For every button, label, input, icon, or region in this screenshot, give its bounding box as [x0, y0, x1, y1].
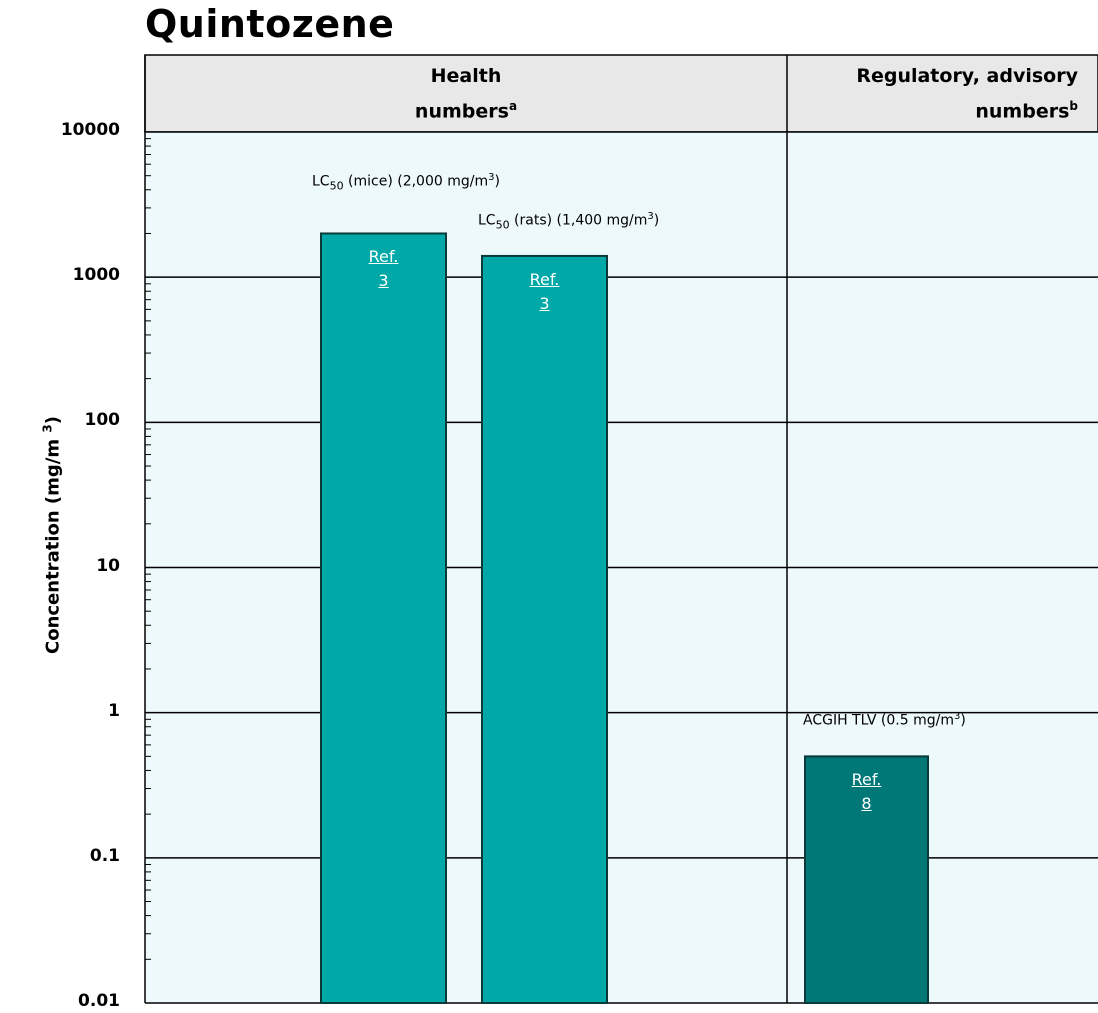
- y-tick-label: 0.1: [89, 845, 120, 866]
- group-header-word: numbers: [414, 100, 509, 123]
- bar-label-close: ): [653, 212, 660, 229]
- group-header-label: Health numbersa: [145, 61, 787, 126]
- bar-reference-number[interactable]: 3: [378, 271, 389, 291]
- bar-label-text: (0.5 mg/m: [876, 713, 954, 730]
- header-band: [144, 54, 1098, 133]
- bar: [481, 254, 608, 1005]
- group-header-line1: Health: [430, 65, 502, 87]
- bar-label-prefix: LC: [478, 212, 496, 229]
- bar: [320, 232, 447, 1004]
- bar-label-superscript: 3: [953, 711, 961, 723]
- group-header-label: Regulatory, advisory numbersb: [807, 61, 1078, 126]
- group-header-superscript: a: [508, 99, 518, 113]
- group-header-superscript: b: [1069, 99, 1078, 113]
- bar-reference-text[interactable]: Ref.: [529, 269, 560, 289]
- bar-label-prefix: LC: [312, 174, 330, 191]
- y-axis-label-text: Concentration (mg/m: [42, 432, 64, 654]
- bar-reference-link[interactable]: Ref. 3: [482, 268, 607, 316]
- bar-reference-text[interactable]: Ref.: [368, 247, 399, 267]
- bar-reference-number[interactable]: 3: [539, 293, 550, 313]
- bar-label: ACGIH TLV (0.5 mg/m3): [803, 711, 966, 729]
- bar-label-prefix: ACGIH TLV: [803, 713, 877, 730]
- bar-label-background: [306, 182, 541, 205]
- bar-label-text: (rats) (1,400 mg/m: [509, 212, 648, 229]
- y-tick-label: 1: [108, 700, 120, 721]
- bar-reference-number[interactable]: 8: [861, 794, 872, 814]
- bar-label: LC50 (mice) (2,000 mg/m3): [312, 172, 500, 192]
- bar-label-superscript: 3: [488, 172, 495, 184]
- y-axis-label: Concentration (mg/m 3): [41, 416, 64, 654]
- group-header-line2: numbersb: [807, 91, 1078, 126]
- bar-label-text: (mice) (2,000 mg/m: [343, 174, 489, 191]
- bar-reference-link[interactable]: Ref. 3: [321, 245, 446, 293]
- bar-label: LC50 (rats) (1,400 mg/m3): [478, 211, 659, 231]
- bar-label-close: ): [960, 713, 966, 730]
- y-tick-label: 1000: [72, 265, 120, 286]
- bar-label-background: [797, 721, 1032, 744]
- group-header-line1: Regulatory, advisory: [856, 65, 1078, 87]
- y-tick-label: 100: [84, 410, 121, 431]
- bar-label-subscript: 50: [329, 179, 344, 193]
- chart-title: Quintozene: [145, 2, 395, 46]
- bar-label-superscript: 3: [647, 210, 654, 222]
- y-tick-label: 10000: [60, 120, 120, 140]
- bar-reference-link[interactable]: Ref. 8: [805, 768, 928, 816]
- bar-label-subscript: 50: [495, 218, 510, 232]
- bar-reference-text[interactable]: Ref.: [851, 770, 882, 790]
- group-header-word: numbers: [975, 100, 1070, 123]
- group-header-line2: numbersa: [145, 91, 787, 126]
- y-tick-label: 0.01: [78, 991, 120, 1011]
- bar: [804, 755, 929, 1005]
- bar-label-close: ): [494, 174, 500, 191]
- y-tick-label: 10: [96, 555, 120, 576]
